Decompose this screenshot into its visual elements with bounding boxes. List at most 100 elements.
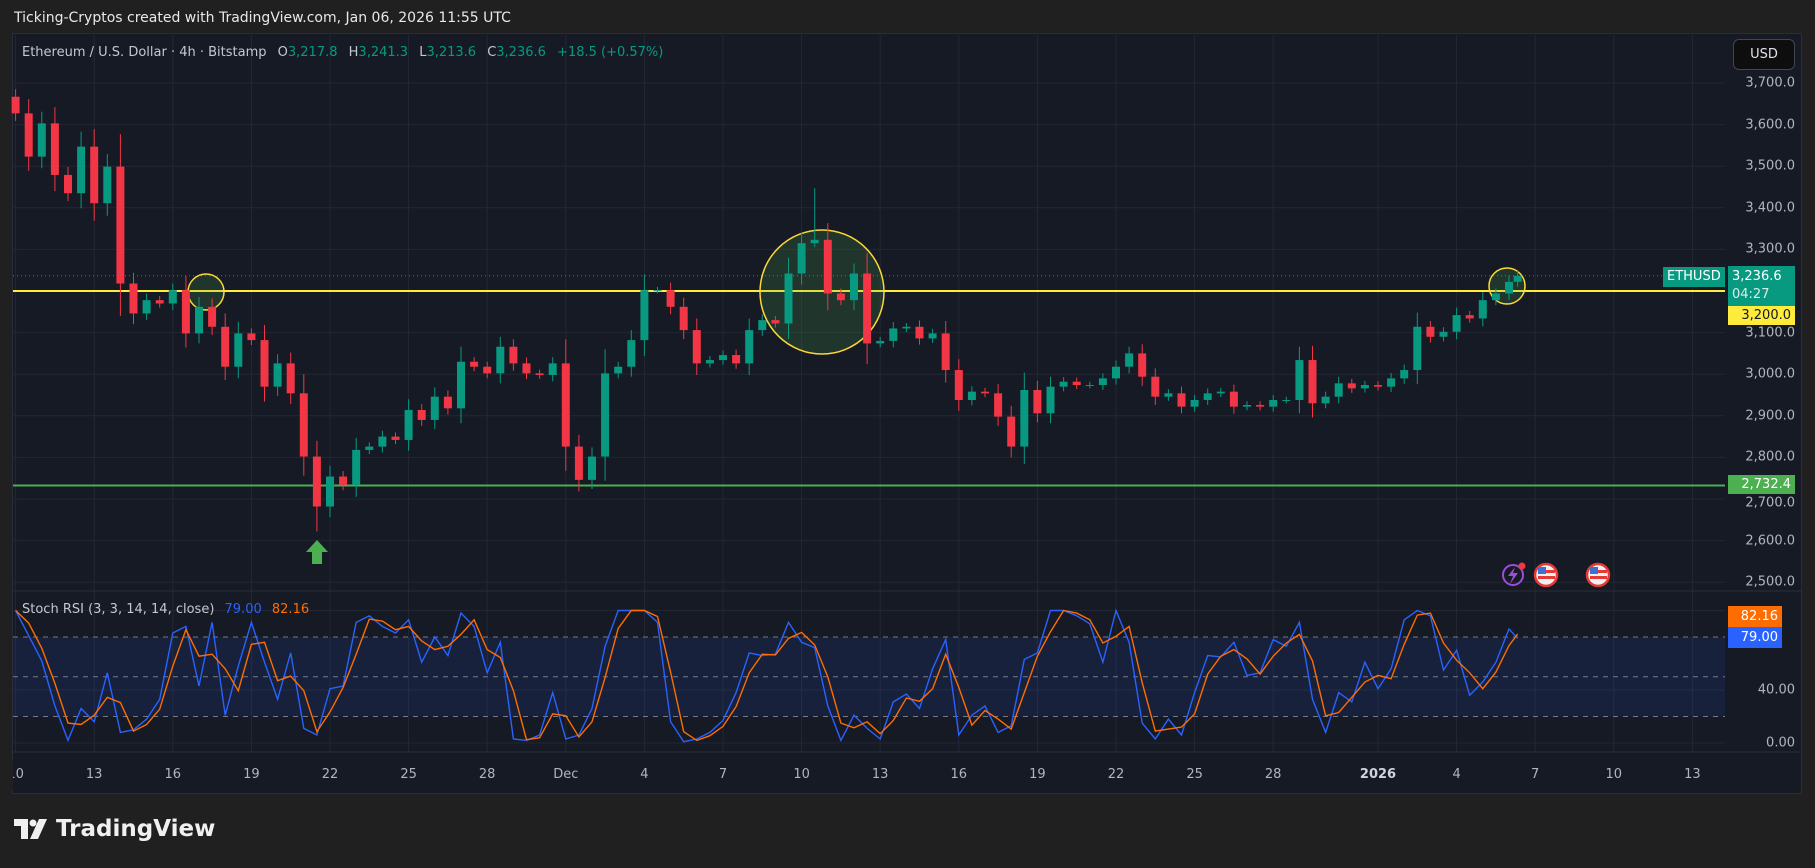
time-axis-label: 22 (1107, 767, 1125, 782)
price-axis-label: 3,400.0 (1745, 200, 1795, 216)
stoch-d-value: 82.16 (271, 602, 310, 617)
candle-body (876, 340, 885, 344)
candle-body (273, 363, 282, 387)
candle-body (1007, 416, 1016, 447)
candle-body (915, 326, 924, 339)
logo-text: TradingView (56, 816, 216, 842)
candle-body (37, 123, 46, 157)
candle-body (483, 366, 492, 374)
stoch-rsi-legend[interactable]: Stoch RSI (3, 3, 14, 14, close) 79.00 82… (22, 602, 309, 617)
symbol-name: Ethereum / U.S. Dollar · 4h · Bitstamp (22, 45, 267, 60)
candle-body (326, 476, 334, 507)
stoch-k-tag: 79.00 (1728, 627, 1782, 648)
chart-credit: Ticking-Cryptos created with TradingView… (14, 10, 511, 26)
candle-body (195, 306, 203, 334)
candle-body (234, 333, 243, 367)
candle-body (11, 96, 20, 114)
candle-body (391, 436, 400, 440)
time-axis-label: 16 (950, 767, 968, 782)
candle-body (1478, 300, 1487, 319)
candle-body (1203, 393, 1212, 400)
high-value: 3,241.3 (358, 45, 409, 60)
candle-body (810, 239, 819, 244)
grid (13, 35, 1725, 752)
time-axis-label: 16 (164, 767, 182, 782)
candle-body (509, 346, 518, 364)
time-axis-label: 13 (871, 767, 889, 782)
candle-body (90, 146, 99, 204)
support-price-tag: 2,732.4 (1728, 475, 1795, 494)
price-axis-label: 3,300.0 (1745, 241, 1795, 257)
candle-body (522, 363, 531, 374)
price-axis-label: 2,500.0 (1745, 574, 1795, 590)
candle-body (1426, 326, 1435, 337)
open-value: 3,217.8 (287, 45, 338, 60)
candle-body (1138, 353, 1147, 377)
candle-body (103, 166, 112, 204)
candle-body (457, 361, 465, 409)
candle-body (1098, 378, 1107, 386)
candle-body (1020, 390, 1029, 447)
candle-body (1085, 385, 1094, 387)
candle-body (902, 326, 911, 329)
resistance-price-tag: 3,200.0 (1728, 306, 1795, 325)
candle-body (1465, 315, 1474, 319)
candle-body (928, 333, 937, 339)
events-lightning-icon[interactable] (1502, 562, 1526, 586)
candle-body (378, 436, 387, 447)
candle-body (719, 355, 727, 361)
candle-body (836, 293, 845, 301)
candle-body (627, 340, 636, 367)
time-axis-label: 7 (718, 767, 728, 782)
candle-body (1439, 331, 1448, 337)
price-axis-label: 3,500.0 (1745, 158, 1795, 174)
time-axis-label: 28 (1264, 767, 1282, 782)
candle-body (1112, 366, 1120, 379)
us-flag-event-icon[interactable] (1585, 562, 1611, 588)
time-axis-label: 28 (478, 767, 496, 782)
candle-body (1308, 360, 1317, 404)
time-axis-label: 13 (85, 767, 103, 782)
tradingview-logo[interactable]: TradingView (14, 816, 215, 842)
last-price: 3,236.6 (1732, 269, 1782, 284)
time-axis-label: 4 (1452, 767, 1461, 782)
time-axis-label: 19 (1029, 767, 1046, 782)
candle-body (260, 340, 269, 387)
us-flag-event-icon[interactable] (1533, 562, 1559, 588)
candle-body (745, 330, 754, 364)
candle-body (1072, 381, 1081, 386)
candle-body (1059, 381, 1068, 387)
time-axis-label: 10 (1605, 767, 1623, 782)
price-axis-label: 2,900.0 (1745, 408, 1795, 424)
candle-body (312, 456, 321, 507)
candle-body (705, 360, 714, 364)
price-axis-label: 2,600.0 (1745, 533, 1795, 549)
candle-body (77, 146, 86, 194)
candle-body (50, 123, 59, 175)
frame-edge (0, 760, 13, 790)
close-value: 3,236.6 (496, 45, 546, 60)
candle-body (771, 320, 780, 324)
candle-body (640, 290, 649, 341)
candle-body (653, 290, 662, 292)
candle-body (352, 449, 361, 485)
candle-body (443, 396, 452, 409)
stoch-d-line (15, 609, 1519, 742)
time-axis-label: Dec (553, 767, 579, 782)
candle-body (535, 373, 544, 376)
chart-frame[interactable] (12, 33, 1802, 794)
candle-body (1033, 390, 1042, 414)
low-label: L (419, 45, 427, 60)
candle-body (116, 166, 125, 284)
candle-body (732, 355, 741, 364)
candle-body (1295, 360, 1304, 400)
time-axis-label: 25 (400, 767, 417, 782)
candle-body (181, 290, 190, 334)
candle-body (784, 273, 793, 324)
candle-body (1334, 383, 1343, 397)
candle-body (1452, 315, 1461, 332)
currency-button[interactable]: USD (1733, 39, 1795, 70)
price-axis-label: 3,700.0 (1745, 75, 1795, 91)
candle-body (496, 346, 505, 374)
